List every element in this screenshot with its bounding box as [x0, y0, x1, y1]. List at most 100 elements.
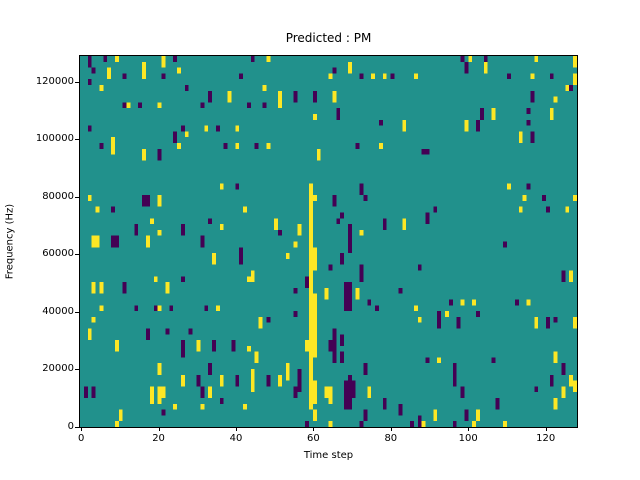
- heatmap-cell: [87, 79, 92, 85]
- heatmap-cell: [239, 73, 244, 80]
- heatmap-cell: [398, 287, 403, 294]
- heatmap-cell: [266, 142, 271, 149]
- heatmap-cell: [332, 90, 337, 103]
- heatmap-cell: [534, 386, 539, 393]
- heatmap-cell: [522, 195, 527, 201]
- y-tick-mark: [75, 81, 79, 83]
- x-tick-mark: [235, 427, 237, 431]
- heatmap-cell: [437, 311, 442, 329]
- heatmap-cell: [340, 212, 345, 219]
- heatmap-cell: [336, 108, 341, 120]
- heatmap-cell: [157, 363, 162, 375]
- heatmap-cell: [312, 293, 317, 312]
- heatmap-cell: [91, 316, 96, 323]
- heatmap-cell: [382, 398, 387, 410]
- heatmap-cell: [180, 125, 185, 132]
- heatmap-cell: [254, 351, 259, 364]
- heatmap-cell: [212, 253, 216, 265]
- heatmap-cell: [464, 61, 469, 74]
- heatmap-cell: [355, 142, 360, 149]
- heatmap-cell: [204, 125, 209, 132]
- heatmap-cell: [344, 380, 348, 410]
- heatmap-cell: [293, 311, 298, 317]
- heatmap-cell: [87, 56, 92, 68]
- heatmap-cell: [126, 102, 131, 109]
- heatmap-cell: [569, 374, 574, 387]
- heatmap-cell: [177, 142, 181, 149]
- heatmap-cell: [433, 409, 438, 422]
- heatmap-cell: [421, 421, 426, 427]
- heatmap-cell: [530, 131, 535, 143]
- heatmap-cell: [161, 56, 166, 68]
- heatmap-cell: [134, 305, 139, 312]
- heatmap-cell: [173, 131, 178, 143]
- heatmap-cell: [355, 287, 360, 300]
- heatmap-cell: [212, 340, 216, 352]
- heatmap-cell: [246, 276, 251, 283]
- x-tick-label: 0: [77, 433, 85, 444]
- heatmap-cell: [200, 386, 205, 399]
- heatmap-cell: [553, 351, 558, 364]
- heatmap-cell: [278, 229, 282, 236]
- heatmap-cell: [188, 328, 193, 335]
- y-tick-mark: [75, 139, 79, 141]
- heatmap-cell: [99, 305, 104, 312]
- heatmap-cell: [142, 148, 147, 161]
- heatmap-cell: [223, 142, 228, 149]
- heatmap-cell: [417, 264, 422, 271]
- heatmap-cell: [460, 56, 465, 62]
- heatmap-cell: [347, 61, 352, 74]
- heatmap-cell: [433, 206, 438, 213]
- x-tick-label: 40: [229, 433, 243, 444]
- heatmap-cell: [359, 183, 364, 196]
- heatmap-cell: [565, 206, 570, 213]
- y-tick-mark: [75, 427, 79, 428]
- heatmap-cell: [83, 386, 88, 399]
- heatmap-cell: [491, 108, 496, 120]
- heatmap-cell: [518, 206, 523, 213]
- x-tick-label: 80: [384, 433, 398, 444]
- x-tick-label: 100: [458, 433, 478, 444]
- heatmap-cell: [417, 415, 422, 427]
- heatmap-cell: [363, 195, 368, 201]
- heatmap-cell: [312, 113, 317, 120]
- heatmap-cell: [328, 340, 333, 352]
- heatmap-cell: [266, 316, 271, 323]
- heatmap-cell: [464, 119, 469, 132]
- heatmap-cell: [243, 206, 247, 213]
- heatmap-cell: [235, 142, 240, 149]
- heatmap-cell: [196, 374, 201, 387]
- heatmap-cell: [413, 73, 418, 80]
- heatmap-cell: [153, 276, 158, 283]
- heatmap-cell: [157, 305, 162, 312]
- heatmap-cell: [114, 235, 119, 248]
- heatmap-cell: [452, 421, 457, 427]
- heatmap-cell: [157, 195, 162, 207]
- heatmap-cell: [340, 253, 345, 265]
- y-tick-label: 60000: [42, 248, 74, 260]
- heatmap-cell: [549, 374, 554, 387]
- heatmap-cell: [215, 125, 220, 132]
- heatmap-cell: [359, 73, 364, 80]
- heatmap-cell: [421, 148, 426, 155]
- heatmap-cell: [503, 421, 508, 427]
- heatmap-cell: [351, 380, 356, 399]
- heatmap-cell: [161, 73, 166, 80]
- heatmap-cell: [208, 386, 213, 399]
- y-tick-label: 40000: [42, 305, 74, 317]
- heatmap-cell: [134, 224, 139, 236]
- heatmap-cell: [491, 357, 496, 364]
- heatmap-cell: [324, 287, 329, 300]
- plot-area: [79, 55, 578, 428]
- x-tick-label: 20: [152, 433, 165, 444]
- heatmap-cell: [526, 119, 531, 126]
- heatmap-cell: [452, 363, 457, 387]
- heatmap-svg: [80, 56, 577, 427]
- heatmap-cell: [118, 409, 123, 422]
- heatmap-cell: [507, 73, 511, 80]
- heatmap-cell: [165, 328, 170, 335]
- heatmap-cell: [444, 311, 449, 317]
- heatmap-cell: [483, 56, 488, 62]
- heatmap-cell: [332, 328, 337, 364]
